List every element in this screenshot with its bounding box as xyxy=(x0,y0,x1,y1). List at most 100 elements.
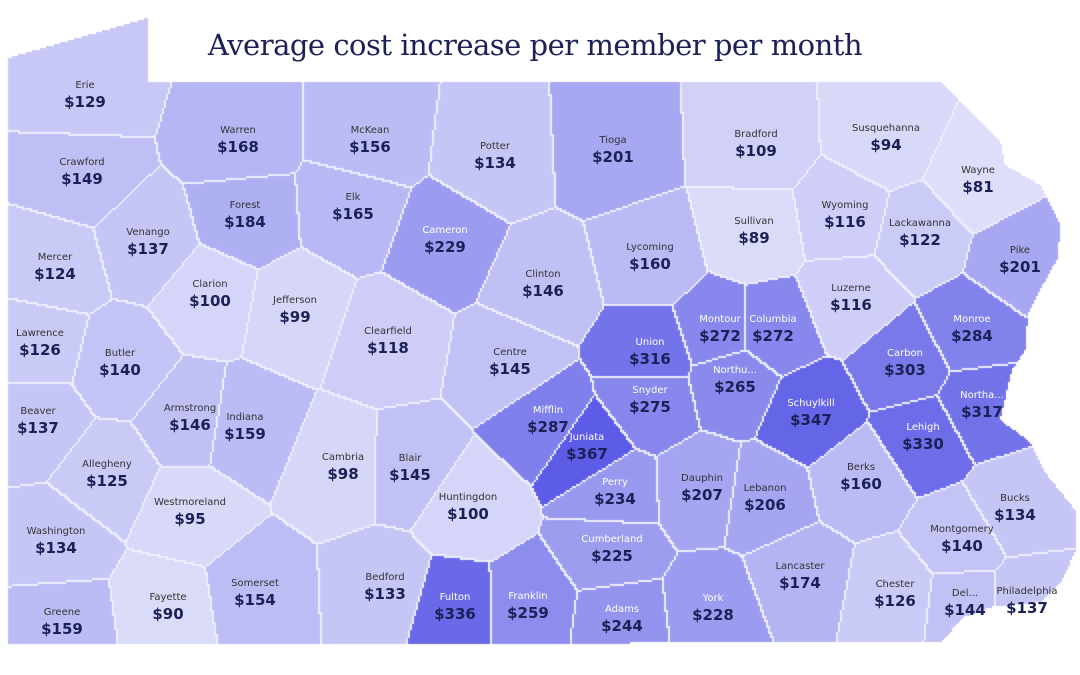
county-name: Tioga xyxy=(599,135,627,146)
county-name: Forest xyxy=(229,200,261,211)
county-value: $201 xyxy=(999,258,1041,276)
county-name: Berks xyxy=(846,462,876,473)
county-name: Blair xyxy=(398,453,422,464)
county-value: $259 xyxy=(507,604,549,622)
county-value: $134 xyxy=(474,154,516,172)
county-name: Lackawanna xyxy=(888,218,952,229)
county-lancaster: Lancaster $174 xyxy=(775,560,824,593)
county-snyder: Snyder $275 xyxy=(629,384,671,417)
county-butler: Butler $140 xyxy=(99,347,141,380)
county-name: Dauphin xyxy=(681,473,723,484)
county-value: $284 xyxy=(951,327,993,345)
county-name: Greene xyxy=(43,607,81,618)
county-value: $146 xyxy=(169,416,211,434)
county-value: $100 xyxy=(447,505,489,523)
county-value: $330 xyxy=(902,435,944,453)
county-susquehanna: Susquehanna $94 xyxy=(852,122,920,155)
county-name: Fulton xyxy=(439,592,471,603)
county-venango: Venango $137 xyxy=(126,226,170,259)
county-value: $159 xyxy=(224,425,266,443)
county-clearfield: Clearfield $118 xyxy=(364,325,412,358)
county-value: $137 xyxy=(127,240,169,258)
county-value: $134 xyxy=(35,539,77,557)
county-del: Del... $144 xyxy=(944,587,986,620)
county-name: Elk xyxy=(345,192,361,203)
county-greene: Greene $159 xyxy=(41,606,83,639)
county-value: $184 xyxy=(224,213,266,231)
county-allegheny: Allegheny $125 xyxy=(82,458,132,491)
county-forest: Forest $184 xyxy=(224,199,266,232)
county-value: $140 xyxy=(99,361,141,379)
county-value: $126 xyxy=(19,341,61,359)
county-name: Washington xyxy=(26,526,86,537)
county-washington: Washington $134 xyxy=(27,525,86,558)
county-mckean: McKean $156 xyxy=(349,124,391,157)
county-name: Butler xyxy=(104,348,136,359)
county-name: Clearfield xyxy=(364,326,412,337)
county-value: $109 xyxy=(735,142,777,160)
county-name: Wyoming xyxy=(821,200,869,211)
county-value: $317 xyxy=(961,403,1003,421)
county-value: $229 xyxy=(424,238,466,256)
county-value: $159 xyxy=(41,620,83,638)
county-fulton: Fulton $336 xyxy=(434,591,476,624)
county-name: Mifflin xyxy=(532,405,564,416)
county-name: Northa... xyxy=(960,390,1004,401)
county-name: Lawrence xyxy=(16,328,64,339)
county-potter: Potter $134 xyxy=(474,140,516,173)
county-centre: Centre $145 xyxy=(489,346,531,379)
map-title: Average cost increase per member per mon… xyxy=(207,28,863,62)
county-carbon: Carbon $303 xyxy=(884,347,926,380)
county-fayette: Fayette $90 xyxy=(149,591,186,624)
county-crawford: Crawford $149 xyxy=(59,156,104,189)
county-name: Crawford xyxy=(59,157,105,168)
county-value: $98 xyxy=(327,465,359,483)
county-value: $174 xyxy=(779,574,821,592)
county-warren: Warren $168 xyxy=(217,124,259,157)
county-huntingdon: Huntingdon $100 xyxy=(439,491,497,524)
county-name: Pike xyxy=(1009,245,1031,256)
county-value: $81 xyxy=(962,178,994,196)
county-name: Allegheny xyxy=(82,459,132,470)
county-value: $154 xyxy=(234,591,276,609)
county-wayne: Wayne $81 xyxy=(961,164,995,197)
county-value: $303 xyxy=(884,361,926,379)
county-name: Huntingdon xyxy=(438,492,498,503)
county-value: $228 xyxy=(692,606,734,624)
county-name: Lancaster xyxy=(775,561,825,572)
county-name: Warren xyxy=(220,125,256,136)
county-value: $140 xyxy=(941,537,983,555)
county-mercer: Mercer $124 xyxy=(34,251,76,284)
county-adams: Adams $244 xyxy=(601,603,643,636)
county-name: Venango xyxy=(126,227,170,238)
county-value: $149 xyxy=(61,170,103,188)
county-value: $99 xyxy=(279,308,311,326)
county-northa: Northa... $317 xyxy=(960,389,1004,422)
county-name: Lehigh xyxy=(906,422,940,433)
county-value: $122 xyxy=(899,231,941,249)
county-name: Adams xyxy=(604,604,640,615)
county-chester: Chester $126 xyxy=(874,578,916,611)
county-name: Cambria xyxy=(321,452,365,463)
county-value: $124 xyxy=(34,265,76,283)
county-value: $137 xyxy=(17,419,59,437)
county-elk: Elk $165 xyxy=(332,191,374,224)
county-value: $201 xyxy=(592,148,634,166)
county-name: Cameron xyxy=(422,225,468,236)
county-value: $100 xyxy=(189,292,231,310)
county-name: McKean xyxy=(350,125,390,136)
county-name: Bedford xyxy=(365,572,405,583)
county-westmoreland: Westmoreland $95 xyxy=(154,496,226,529)
county-name: Del... xyxy=(951,588,979,599)
county-dauphin: Dauphin $207 xyxy=(681,472,723,505)
county-clinton: Clinton $146 xyxy=(522,268,564,301)
county-northu: Northu... $265 xyxy=(713,364,757,397)
county-lackawanna: Lackawanna $122 xyxy=(889,217,951,250)
county-name: Luzerne xyxy=(831,283,871,294)
county-name: Fayette xyxy=(149,592,187,603)
county-value: $168 xyxy=(217,138,259,156)
county-name: Juniata xyxy=(569,432,605,443)
county-columbia: Columbia $272 xyxy=(749,313,796,346)
county-name: Carbon xyxy=(886,348,924,359)
county-name: Jefferson xyxy=(273,295,317,306)
